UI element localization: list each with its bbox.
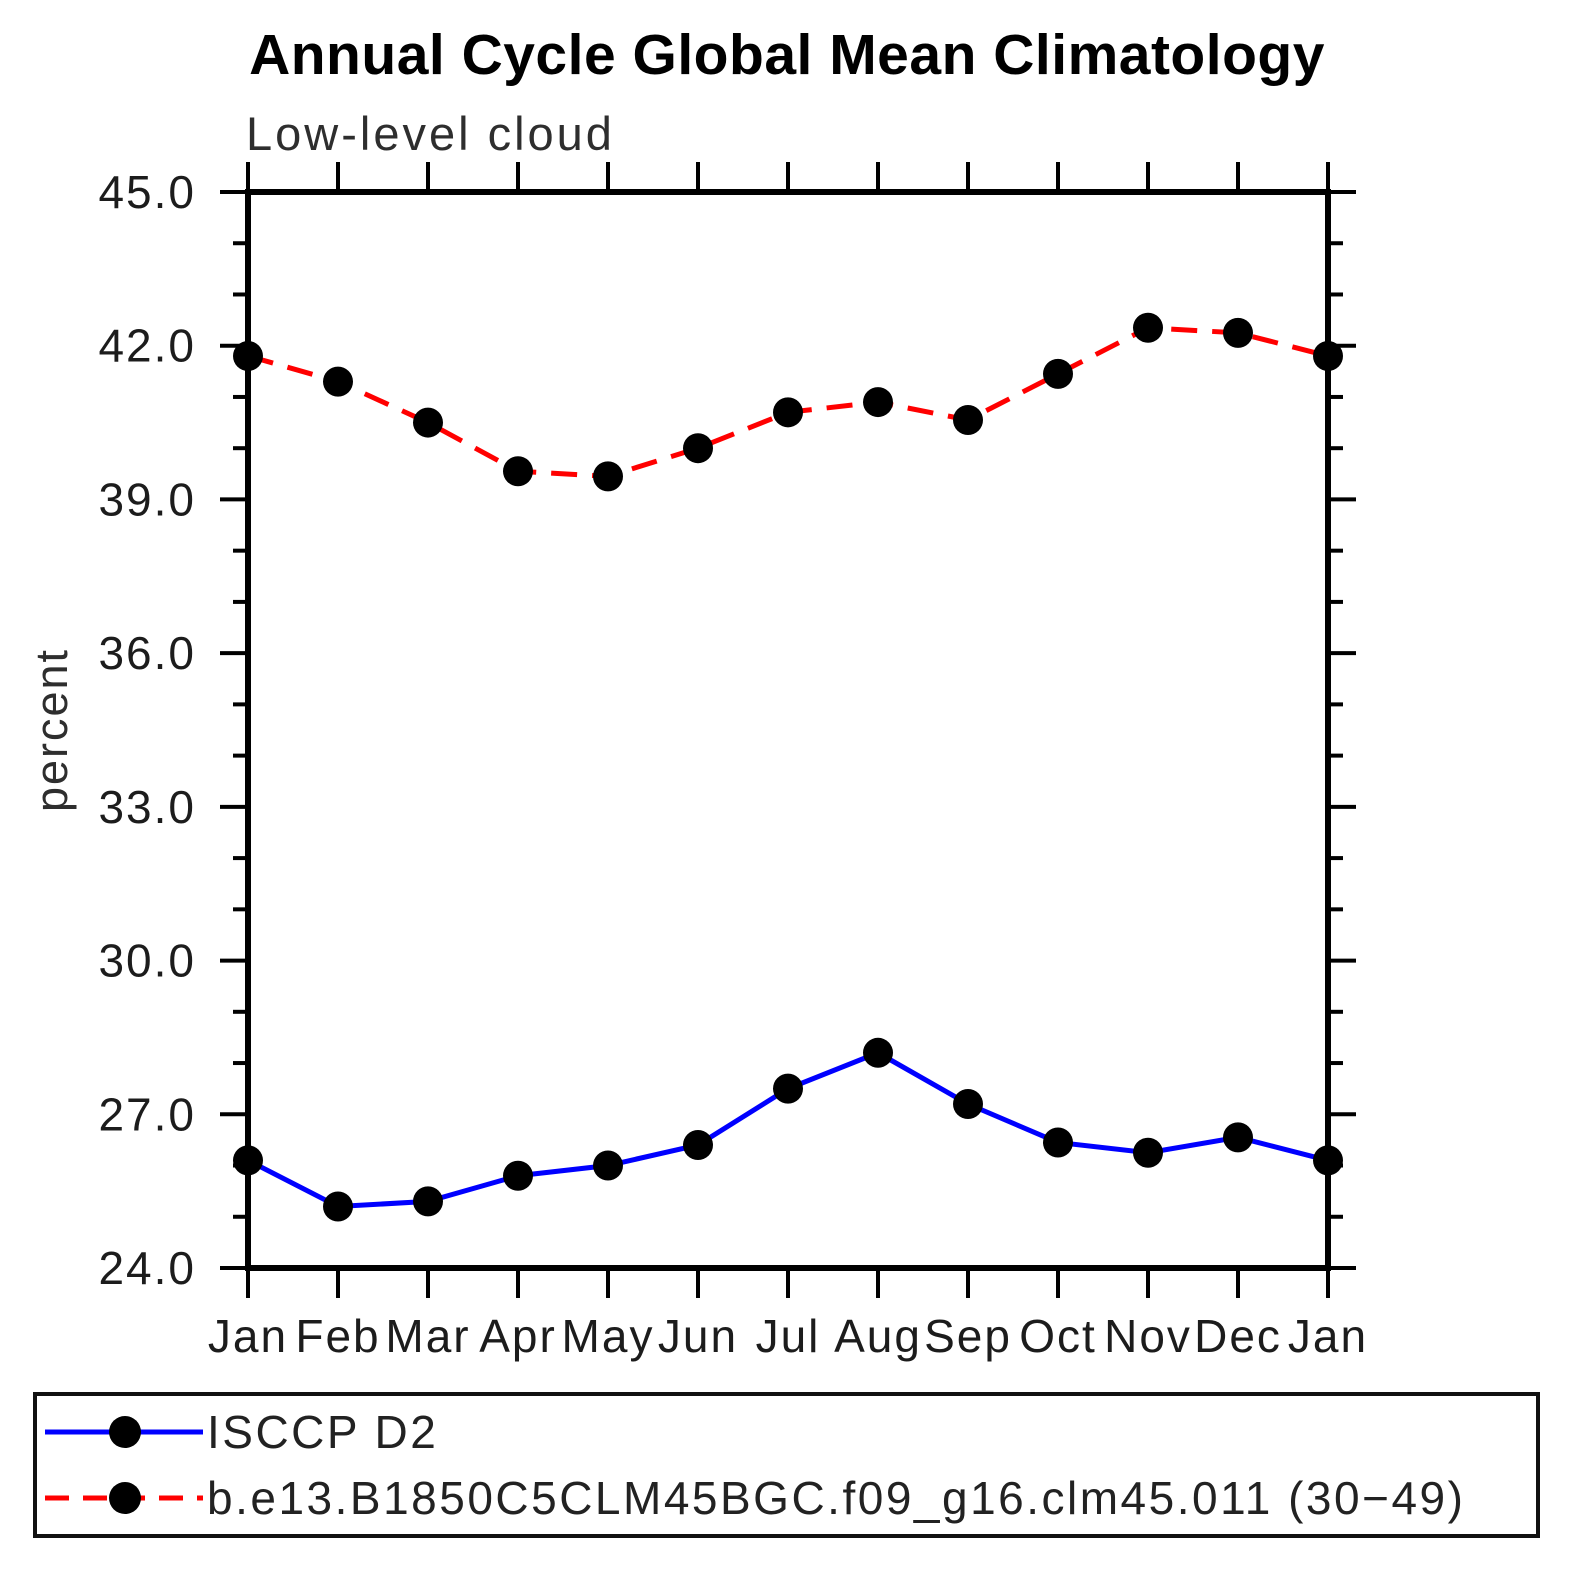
legend-box: ISCCP D2 b.e13.B1850C5CLM45BGC.f09_g16.c… xyxy=(33,1392,1540,1538)
data-point xyxy=(593,1150,623,1181)
legend-label-model-run: b.e13.B1850C5CLM45BGC.f09_g16.clm45.011 … xyxy=(207,1472,1466,1524)
data-point xyxy=(503,1160,533,1191)
data-point xyxy=(1313,1145,1343,1176)
data-point xyxy=(683,433,713,464)
x-tick-label: Feb xyxy=(295,1310,380,1362)
data-point xyxy=(1043,358,1073,389)
data-point xyxy=(593,461,623,492)
y-tick-label: 24.0 xyxy=(98,1242,196,1294)
chart-title: Annual Cycle Global Mean Climatology xyxy=(249,23,1325,87)
data-point xyxy=(1223,317,1253,348)
data-point xyxy=(953,1089,983,1120)
x-tick-label: Jan xyxy=(208,1310,288,1362)
y-tick-label: 27.0 xyxy=(98,1088,196,1140)
y-tick-label: 30.0 xyxy=(98,935,196,987)
y-axis-ticks xyxy=(220,190,1356,1270)
data-point xyxy=(1133,1137,1163,1168)
x-tick-labels: Jan Feb Mar Apr May Jun Jul Aug Sep Oct Nov Dec Jan xyxy=(208,1310,1368,1362)
y-tick-label: 42.0 xyxy=(98,320,196,372)
x-tick-label: Sep xyxy=(924,1310,1012,1362)
x-tick-label: Apr xyxy=(479,1310,557,1362)
data-point xyxy=(413,1186,443,1217)
data-point xyxy=(323,1191,353,1222)
legend-marker-dot xyxy=(109,1416,141,1448)
data-point xyxy=(323,366,353,397)
legend-label-isccp-d2: ISCCP D2 xyxy=(207,1406,439,1458)
data-point xyxy=(773,397,803,428)
x-tick-label: Mar xyxy=(385,1310,470,1362)
y-tick-label: 36.0 xyxy=(98,627,196,679)
data-point xyxy=(1133,312,1163,343)
x-tick-label: Jul xyxy=(756,1310,821,1362)
legend-item-isccp-d2: ISCCP D2 xyxy=(45,1406,438,1458)
x-tick-label: Dec xyxy=(1194,1310,1282,1362)
y-tick-label: 45.0 xyxy=(98,166,196,218)
legend-marker-dot xyxy=(109,1482,141,1514)
data-point xyxy=(1223,1122,1253,1153)
x-axis-ticks xyxy=(246,162,1330,1298)
data-point xyxy=(863,387,893,418)
y-tick-label: 39.0 xyxy=(98,473,196,525)
x-tick-label: Aug xyxy=(834,1310,922,1362)
x-tick-label: Jan xyxy=(1288,1310,1368,1362)
data-point xyxy=(1313,340,1343,371)
y-tick-labels: 45.0 42.0 39.0 36.0 33.0 30.0 27.0 24.0 xyxy=(98,166,196,1294)
data-point xyxy=(233,1145,263,1176)
x-tick-label: Oct xyxy=(1019,1310,1097,1362)
legend-swatch-dashed xyxy=(45,1482,203,1514)
data-point xyxy=(503,456,533,487)
chart-subtitle: Low-level cloud xyxy=(246,107,615,160)
data-point xyxy=(683,1130,713,1161)
x-tick-label: May xyxy=(562,1310,655,1362)
data-point xyxy=(1043,1127,1073,1158)
x-tick-label: Nov xyxy=(1104,1310,1192,1362)
data-point xyxy=(413,407,443,438)
legend-swatch-solid xyxy=(45,1416,203,1448)
legend-item-model-run: b.e13.B1850C5CLM45BGC.f09_g16.clm45.011 … xyxy=(45,1472,1465,1524)
x-tick-label: Jun xyxy=(658,1310,738,1362)
plot-frame xyxy=(245,189,1331,1271)
data-point xyxy=(863,1037,893,1068)
data-point xyxy=(233,340,263,371)
series-1 xyxy=(233,312,1343,492)
series-0 xyxy=(233,1037,1343,1222)
data-point xyxy=(953,405,983,436)
y-tick-label: 33.0 xyxy=(98,781,196,833)
data-point xyxy=(773,1073,803,1104)
